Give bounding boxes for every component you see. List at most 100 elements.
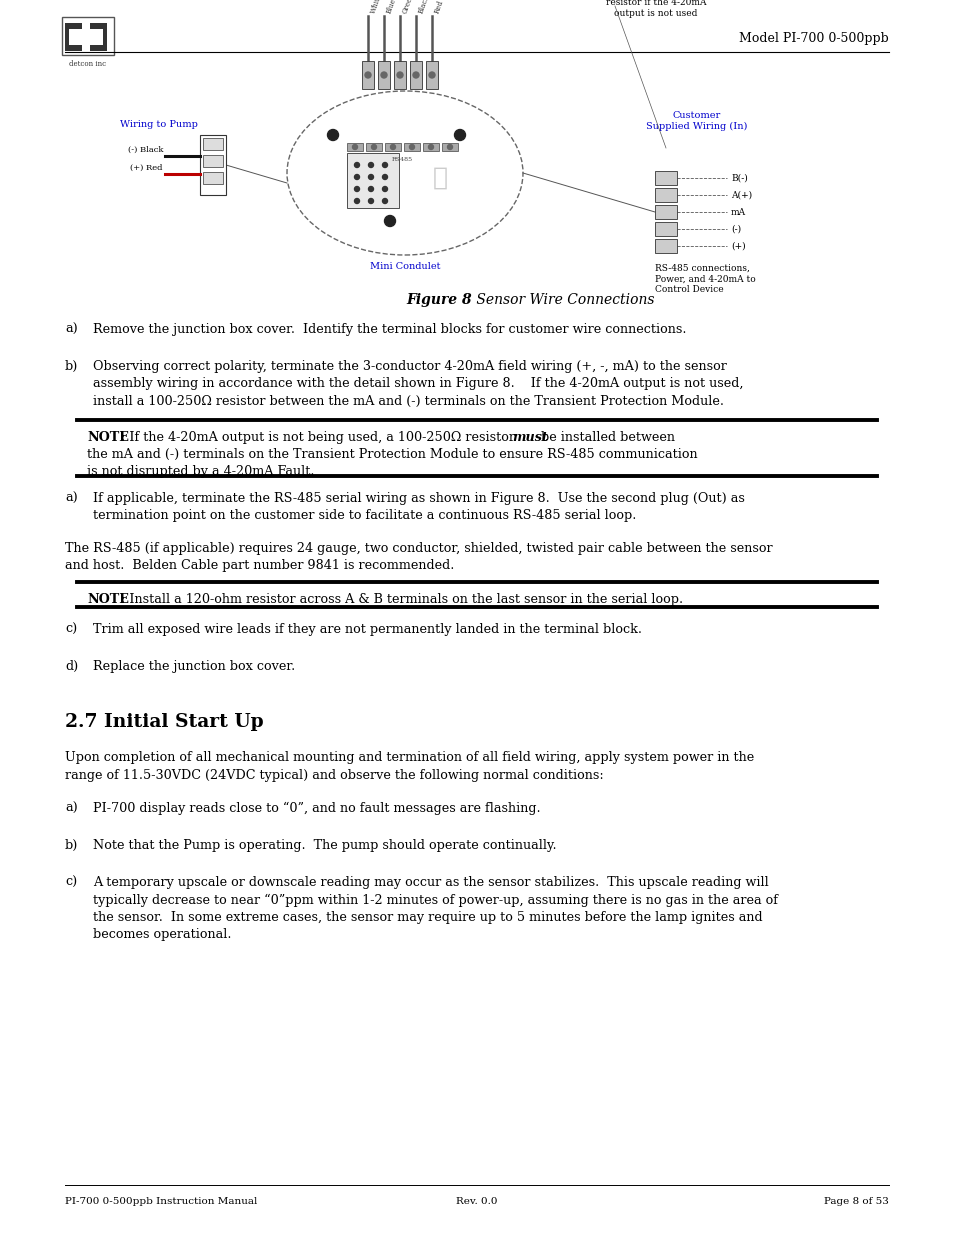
Text: the mA and (-) terminals on the Transient Protection Module to ensure RS-485 com: the mA and (-) terminals on the Transien… <box>87 448 697 461</box>
Text: Sensor Wire Connections: Sensor Wire Connections <box>472 293 654 308</box>
Bar <box>69 28 82 44</box>
Text: Observing correct polarity, terminate the 3-conductor 4-20mA field wiring (+, -,: Observing correct polarity, terminate th… <box>92 361 726 373</box>
Text: RS-485 connections,
Power, and 4-20mA to
Control Device: RS-485 connections, Power, and 4-20mA to… <box>655 264 755 294</box>
Bar <box>361 61 374 89</box>
Circle shape <box>409 144 414 149</box>
Circle shape <box>390 144 395 149</box>
Text: White: White <box>369 0 383 15</box>
Bar <box>90 23 107 51</box>
Circle shape <box>368 174 374 179</box>
Text: Green: Green <box>400 0 416 15</box>
Text: : Install a 120-ohm resistor across A & B terminals on the last sensor in the se: : Install a 120-ohm resistor across A & … <box>121 593 683 606</box>
Circle shape <box>355 163 359 168</box>
Circle shape <box>382 186 387 191</box>
Text: (-): (-) <box>730 225 740 233</box>
Text: Figure 8: Figure 8 <box>406 293 472 308</box>
Text: NOTE: NOTE <box>87 593 129 606</box>
Text: a): a) <box>65 324 77 336</box>
Text: PI-700 display reads close to “0”, and no fault messages are flashing.: PI-700 display reads close to “0”, and n… <box>92 802 540 815</box>
Text: is not disrupted by a 4-20mA Fault.: is not disrupted by a 4-20mA Fault. <box>87 466 314 478</box>
Text: b): b) <box>65 839 78 852</box>
Bar <box>200 135 226 195</box>
Text: assembly wiring in accordance with the detail shown in Figure 8.    If the 4-20m: assembly wiring in accordance with the d… <box>92 378 742 390</box>
Circle shape <box>396 72 402 78</box>
Ellipse shape <box>287 91 522 254</box>
Text: A(+): A(+) <box>730 190 751 200</box>
Text: and host.  Belden Cable part number 9841 is recommended.: and host. Belden Cable part number 9841 … <box>65 559 454 572</box>
Circle shape <box>327 130 338 141</box>
Bar <box>203 172 223 184</box>
Circle shape <box>429 72 435 78</box>
Bar <box>203 138 223 149</box>
Bar <box>655 240 677 253</box>
Text: install a 100-250Ω resistor between the mA and (-) terminals on the Transient Pr: install a 100-250Ω resistor between the … <box>92 395 723 408</box>
Text: (+): (+) <box>730 242 745 251</box>
Bar <box>394 61 406 89</box>
Bar <box>366 143 381 151</box>
Text: ✕: ✕ <box>432 167 447 189</box>
Bar <box>422 143 438 151</box>
Text: Rev. 0.0: Rev. 0.0 <box>456 1197 497 1207</box>
Circle shape <box>368 186 374 191</box>
Text: Model PI-700 0-500ppb: Model PI-700 0-500ppb <box>739 32 888 44</box>
Text: detcon inc: detcon inc <box>70 61 107 68</box>
Text: Red: Red <box>433 0 445 15</box>
Text: Remove the junction box cover.  Identify the terminal blocks for customer wire c: Remove the junction box cover. Identify … <box>92 324 686 336</box>
Circle shape <box>413 72 418 78</box>
Text: range of 11.5-30VDC (24VDC typical) and observe the following normal conditions:: range of 11.5-30VDC (24VDC typical) and … <box>65 768 603 782</box>
Text: a): a) <box>65 492 77 505</box>
Text: termination point on the customer side to facilitate a continuous RS-485 serial : termination point on the customer side t… <box>92 509 636 521</box>
Circle shape <box>352 144 357 149</box>
Text: the sensor.  In some extreme cases, the sensor may require up to 5 minutes befor: the sensor. In some extreme cases, the s… <box>92 910 761 924</box>
Text: Replace the junction box cover.: Replace the junction box cover. <box>92 661 294 673</box>
Text: A temporary upscale or downscale reading may occur as the sensor stabilizes.  Th: A temporary upscale or downscale reading… <box>92 877 768 889</box>
Text: Trim all exposed wire leads if they are not permanently landed in the terminal b: Trim all exposed wire leads if they are … <box>92 624 641 636</box>
Bar <box>377 61 390 89</box>
Text: Note that the Pump is operating.  The pump should operate continually.: Note that the Pump is operating. The pum… <box>92 839 556 852</box>
Circle shape <box>428 144 433 149</box>
Text: Mini Condulet: Mini Condulet <box>370 262 439 270</box>
Bar <box>385 143 400 151</box>
Circle shape <box>454 130 465 141</box>
Text: Wiring to Pump: Wiring to Pump <box>120 120 198 128</box>
Bar <box>426 61 437 89</box>
Circle shape <box>382 174 387 179</box>
Text: B(-): B(-) <box>730 173 747 183</box>
Circle shape <box>384 215 395 226</box>
Circle shape <box>365 72 371 78</box>
Text: Black: Black <box>416 0 431 15</box>
Text: be installed between: be installed between <box>537 431 675 443</box>
Bar <box>403 143 419 151</box>
Text: (-) Black: (-) Black <box>128 146 163 154</box>
Circle shape <box>355 186 359 191</box>
Bar <box>347 143 363 151</box>
Circle shape <box>355 174 359 179</box>
Text: Blue: Blue <box>385 0 397 15</box>
Text: Install a 100-250 Ohm
resistor if the 4-20mA
output is not used: Install a 100-250 Ohm resistor if the 4-… <box>604 0 706 17</box>
Bar <box>62 17 113 56</box>
Text: : If the 4-20mA output is not being used, a 100-250Ω resistor: : If the 4-20mA output is not being used… <box>121 431 519 443</box>
Text: c): c) <box>65 624 77 636</box>
Text: must: must <box>512 431 547 443</box>
Text: RS485: RS485 <box>391 157 412 162</box>
Text: mA: mA <box>730 207 745 216</box>
Circle shape <box>447 144 452 149</box>
Circle shape <box>355 199 359 204</box>
Text: Upon completion of all mechanical mounting and termination of all field wiring, : Upon completion of all mechanical mounti… <box>65 751 754 764</box>
Text: NOTE: NOTE <box>87 431 129 443</box>
Text: If applicable, terminate the RS-485 serial wiring as shown in Figure 8.  Use the: If applicable, terminate the RS-485 seri… <box>92 492 744 505</box>
Bar <box>90 28 103 44</box>
Text: a): a) <box>65 802 77 815</box>
Bar <box>655 188 677 203</box>
Bar <box>655 222 677 236</box>
Circle shape <box>368 163 374 168</box>
Bar <box>441 143 457 151</box>
Text: Page 8 of 53: Page 8 of 53 <box>823 1197 888 1207</box>
Text: PI-700 0-500ppb Instruction Manual: PI-700 0-500ppb Instruction Manual <box>65 1197 257 1207</box>
Text: b): b) <box>65 361 78 373</box>
Text: c): c) <box>65 877 77 889</box>
Circle shape <box>380 72 387 78</box>
Text: The RS-485 (if applicable) requires 24 gauge, two conductor, shielded, twisted p: The RS-485 (if applicable) requires 24 g… <box>65 542 772 555</box>
Text: 2.7 Initial Start Up: 2.7 Initial Start Up <box>65 714 263 731</box>
Circle shape <box>371 144 376 149</box>
